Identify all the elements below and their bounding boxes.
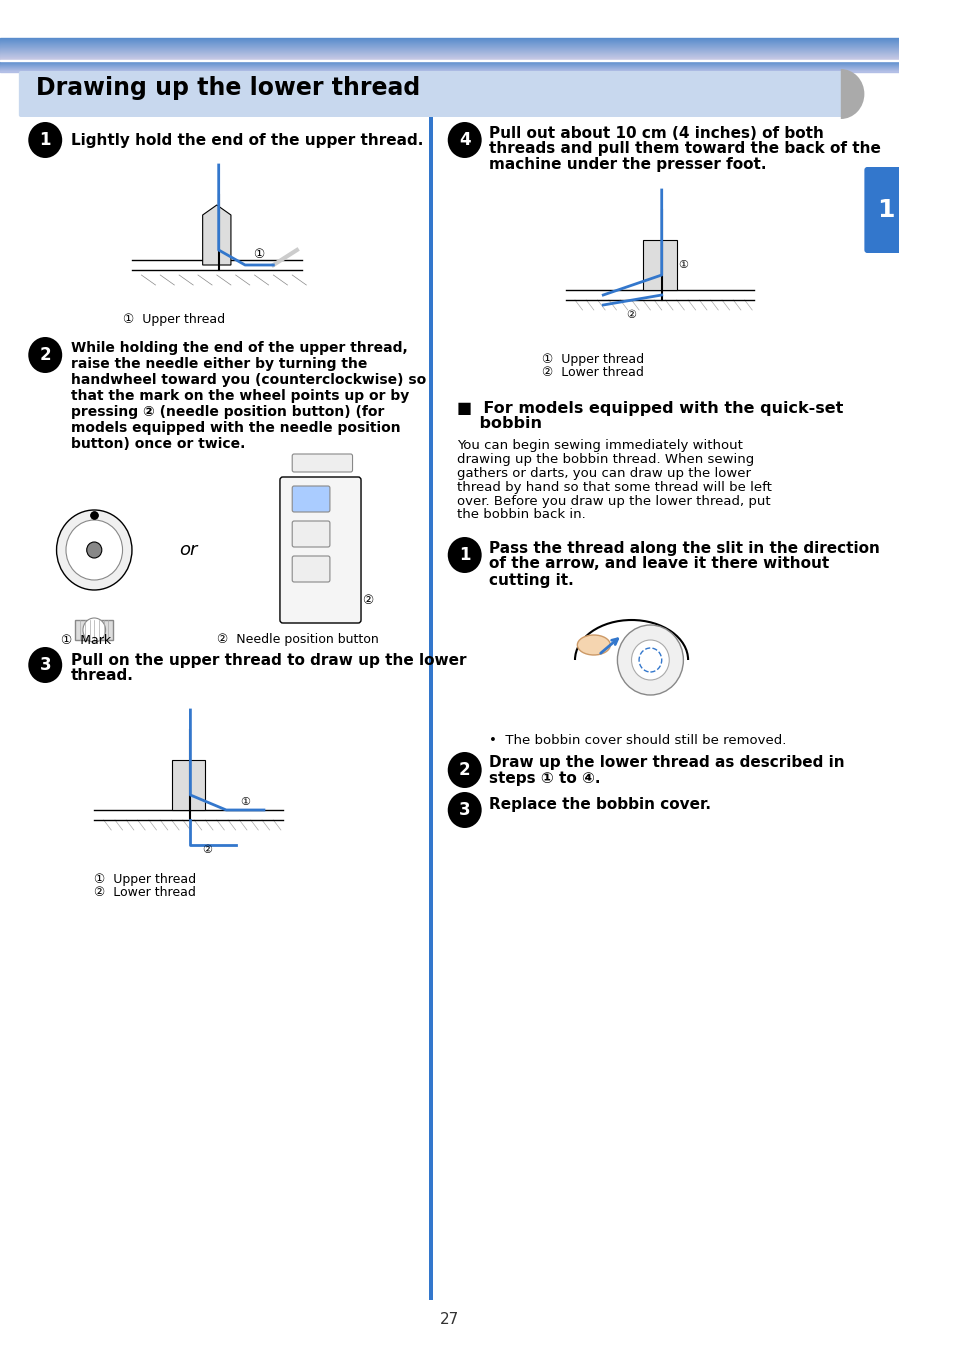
Text: raise the needle either by turning the: raise the needle either by turning the — [71, 357, 367, 371]
Circle shape — [631, 640, 669, 679]
Text: ①: ① — [240, 797, 250, 807]
Text: ①  Upper thread: ① Upper thread — [122, 314, 224, 326]
Text: ②: ② — [361, 593, 373, 607]
Circle shape — [29, 123, 62, 158]
Bar — [429, 100, 433, 1299]
Text: ①: ① — [678, 260, 688, 270]
Text: 27: 27 — [439, 1313, 458, 1328]
Text: Pull out about 10 cm (4 inches) of both: Pull out about 10 cm (4 inches) of both — [489, 125, 823, 140]
Text: •  The bobbin cover should still be removed.: • The bobbin cover should still be remov… — [489, 733, 786, 747]
Circle shape — [66, 520, 122, 580]
Text: 1: 1 — [877, 198, 894, 222]
Text: While holding the end of the upper thread,: While holding the end of the upper threa… — [71, 341, 407, 355]
Text: the bobbin back in.: the bobbin back in. — [456, 508, 585, 522]
Circle shape — [83, 617, 106, 642]
Text: 3: 3 — [458, 801, 470, 820]
Circle shape — [447, 537, 481, 573]
FancyBboxPatch shape — [292, 520, 330, 547]
Text: Draw up the lower thread as described in: Draw up the lower thread as described in — [489, 755, 844, 771]
Text: Lightly hold the end of the upper thread.: Lightly hold the end of the upper thread… — [71, 132, 422, 147]
Text: ①  Upper thread: ① Upper thread — [94, 874, 196, 887]
Circle shape — [447, 752, 481, 789]
Text: ②  Lower thread: ② Lower thread — [541, 367, 643, 380]
Text: 2: 2 — [39, 346, 51, 364]
Text: ②  Lower thread: ② Lower thread — [94, 887, 196, 899]
Text: 1: 1 — [458, 546, 470, 563]
Text: ■  For models equipped with the quick-set: ■ For models equipped with the quick-set — [456, 400, 842, 415]
Bar — [642, 240, 676, 290]
Text: of the arrow, and leave it there without: of the arrow, and leave it there without — [489, 557, 828, 572]
Text: threads and pull them toward the back of the: threads and pull them toward the back of… — [489, 142, 881, 156]
Text: that the mark on the wheel points up or by: that the mark on the wheel points up or … — [71, 390, 409, 403]
Bar — [172, 760, 205, 810]
Text: steps ① to ④.: steps ① to ④. — [489, 771, 600, 786]
FancyBboxPatch shape — [292, 555, 330, 582]
Text: gathers or darts, you can draw up the lower: gathers or darts, you can draw up the lo… — [456, 466, 750, 480]
Circle shape — [447, 793, 481, 828]
Text: Replace the bobbin cover.: Replace the bobbin cover. — [489, 798, 711, 813]
Text: ②: ② — [202, 845, 213, 855]
Text: 4: 4 — [458, 131, 470, 150]
FancyBboxPatch shape — [863, 167, 907, 253]
Text: 1: 1 — [39, 131, 51, 150]
Circle shape — [29, 647, 62, 683]
Text: ②  Needle position button: ② Needle position button — [216, 634, 378, 647]
Text: ②: ② — [626, 310, 636, 319]
Polygon shape — [202, 205, 231, 266]
Circle shape — [447, 123, 481, 158]
Text: drawing up the bobbin thread. When sewing: drawing up the bobbin thread. When sewin… — [456, 453, 754, 465]
FancyBboxPatch shape — [292, 487, 330, 512]
Text: ①  Mark: ① Mark — [61, 634, 112, 647]
Text: button) once or twice.: button) once or twice. — [71, 437, 245, 452]
Circle shape — [29, 337, 62, 373]
Text: models equipped with the needle position: models equipped with the needle position — [71, 421, 400, 435]
Text: 3: 3 — [39, 656, 51, 674]
Text: You can begin sewing immediately without: You can begin sewing immediately without — [456, 438, 742, 452]
Text: Pull on the upper thread to draw up the lower: Pull on the upper thread to draw up the … — [71, 652, 466, 667]
Circle shape — [56, 510, 132, 590]
Text: cutting it.: cutting it. — [489, 573, 574, 588]
Bar — [75, 620, 113, 640]
Circle shape — [617, 625, 682, 696]
Text: Pass the thread along the slit in the direction: Pass the thread along the slit in the di… — [489, 541, 880, 555]
Text: thread.: thread. — [71, 669, 133, 683]
FancyBboxPatch shape — [19, 71, 841, 117]
Text: bobbin: bobbin — [456, 417, 541, 431]
FancyBboxPatch shape — [292, 454, 353, 472]
Text: ①: ① — [253, 248, 265, 262]
Text: handwheel toward you (counterclockwise) so: handwheel toward you (counterclockwise) … — [71, 373, 425, 387]
FancyBboxPatch shape — [279, 477, 360, 623]
Ellipse shape — [577, 635, 610, 655]
Text: over. Before you draw up the lower thread, put: over. Before you draw up the lower threa… — [456, 495, 770, 507]
Text: machine under the presser foot.: machine under the presser foot. — [489, 158, 766, 173]
Text: thread by hand so that some thread will be left: thread by hand so that some thread will … — [456, 480, 771, 493]
Wedge shape — [840, 69, 863, 119]
Text: ①  Upper thread: ① Upper thread — [541, 353, 643, 367]
Circle shape — [87, 542, 102, 558]
Text: pressing ② (needle position button) (for: pressing ② (needle position button) (for — [71, 404, 384, 419]
Text: or: or — [179, 541, 197, 559]
Text: Drawing up the lower thread: Drawing up the lower thread — [36, 75, 419, 100]
Text: 2: 2 — [458, 762, 470, 779]
